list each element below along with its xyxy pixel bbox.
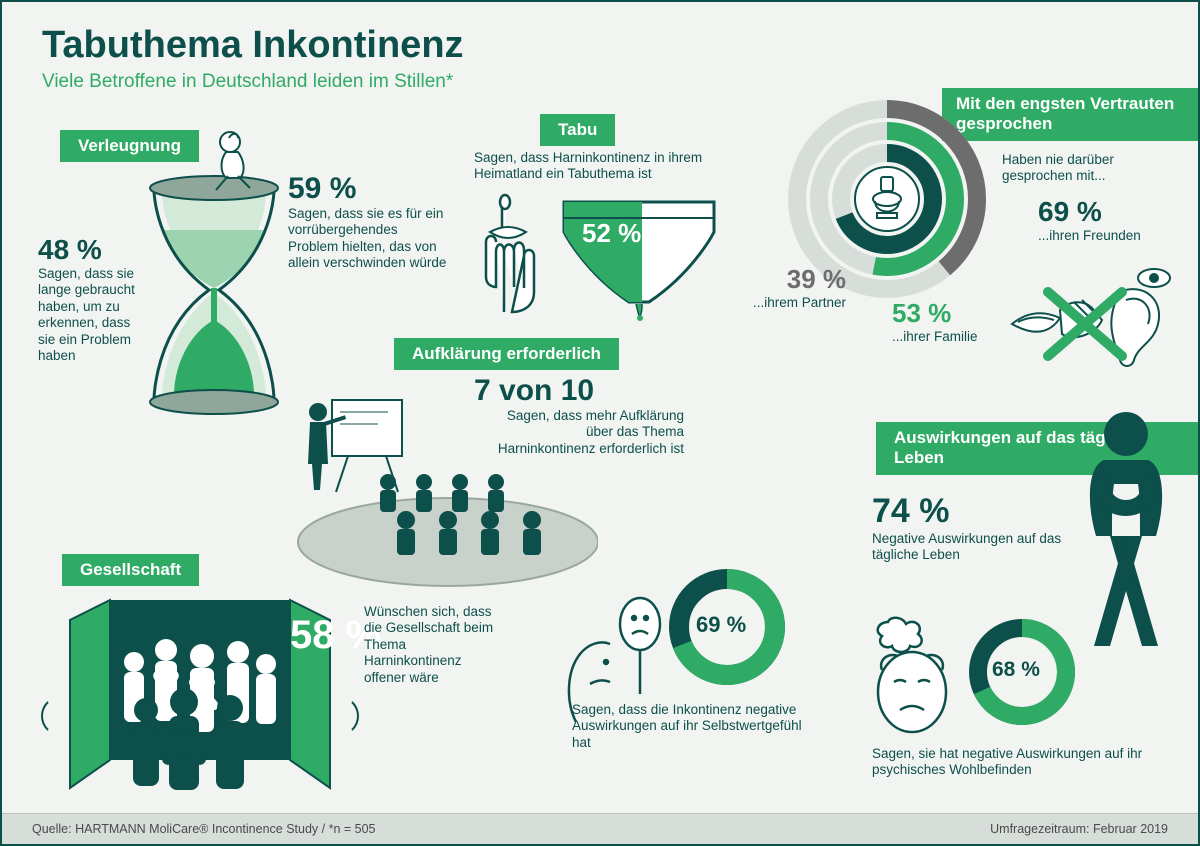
- vertrauten-family-pct: 53 %: [892, 298, 1022, 329]
- gesellschaft-label: Gesellschaft: [62, 554, 199, 586]
- page-subtitle: Viele Betroffene in Deutschland leiden i…: [42, 71, 464, 93]
- donut-69-text: Sagen, dass die Inkontinenz negative Aus…: [572, 702, 812, 751]
- vertrauten-friends-pct: 69 %: [1038, 196, 1178, 228]
- verleugnung-stat1-pct: 48 %: [38, 234, 148, 266]
- tabu-text: Sagen, dass Harninkontinenz in ihrem Hei…: [474, 150, 724, 183]
- vertrauten-friends-lbl: ...ihren Freunden: [1038, 228, 1178, 244]
- crossed-legs-figure-icon: [1070, 406, 1185, 666]
- page-title: Tabuthema Inkontinenz: [42, 24, 464, 67]
- verleugnung-stat2-text: Sagen, dass sie es für ein vorrübergehen…: [288, 206, 448, 272]
- donut-68-label: 68 %: [992, 658, 1040, 682]
- hourglass-icon: [134, 130, 294, 425]
- auswirkungen-74-text: Negative Auswirkungen auf das tägliche L…: [872, 531, 1072, 564]
- vertrauten-family-lbl: ...ihrer Familie: [892, 329, 1022, 345]
- verleugnung-stat2-pct: 59 %: [288, 172, 448, 206]
- whisper-ear-icon: [1004, 264, 1174, 374]
- footer-date: Umfragezeitraum: Februar 2019: [990, 822, 1168, 836]
- aufklaerung-stat: 7 von 10 Sagen, dass mehr Aufklärung übe…: [474, 374, 694, 457]
- vertrauten-family: 53 % ...ihrer Familie: [892, 298, 1022, 345]
- auswirkungen-74: 74 % Negative Auswirkungen auf das tägli…: [872, 492, 1072, 564]
- verleugnung-stat1: 48 % Sagen, dass sie lange gebraucht hab…: [38, 234, 148, 365]
- vertrauten-friends: 69 % ...ihren Freunden: [1038, 196, 1178, 244]
- footer-source: Quelle: HARTMANN MoliCare® Incontinence …: [32, 822, 376, 836]
- vertrauten-partner-lbl: ...ihrem Partner: [746, 295, 846, 311]
- footer-bar: Quelle: HARTMANN MoliCare® Incontinence …: [2, 813, 1198, 844]
- auswirkungen-74-pct: 74 %: [872, 492, 1072, 531]
- vertrauten-partner: 39 % ...ihrem Partner: [746, 264, 846, 311]
- tabu-label-wrap: Tabu: [540, 114, 615, 146]
- aufklaerung-text: Sagen, dass mehr Aufklärung über das The…: [494, 408, 684, 457]
- verleugnung-stat1-text: Sagen, dass sie lange gebraucht haben, u…: [38, 266, 148, 365]
- gesellschaft-label-wrap: Gesellschaft: [62, 554, 199, 586]
- shush-hand-icon: [464, 192, 559, 322]
- aufklaerung-label: Aufklärung erforderlich: [394, 338, 619, 370]
- donut-69-label: 69 %: [696, 612, 746, 638]
- underwear-gauge-icon: [554, 192, 724, 322]
- vertrauten-partner-pct: 39 %: [746, 264, 846, 295]
- tabu-pct: 52 %: [582, 218, 641, 249]
- aufklaerung-pct: 7 von 10: [474, 374, 694, 408]
- sad-head-cloud-icon: [858, 604, 968, 744]
- tabu-label: Tabu: [540, 114, 615, 146]
- verleugnung-stat2: 59 % Sagen, dass sie es für ein vorrüber…: [288, 172, 448, 272]
- gesellschaft-text: Wünschen sich, dass die Gesellschaft bei…: [364, 604, 499, 686]
- aufklaerung-label-wrap: Aufklärung erforderlich: [394, 338, 619, 370]
- donut-68-text: Sagen, sie hat negative Auswirkungen auf…: [872, 746, 1172, 779]
- header-block: Tabuthema Inkontinenz Viele Betroffene i…: [42, 24, 464, 93]
- vertrauten-intro: Haben nie darüber gesprochen mit...: [1002, 152, 1162, 185]
